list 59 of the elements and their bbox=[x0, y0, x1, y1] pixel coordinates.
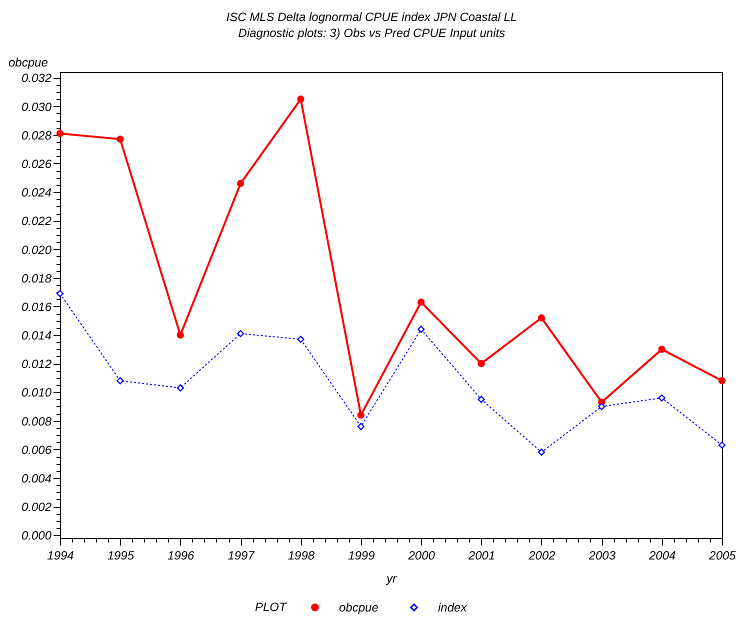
y-tick-label: 0.014 bbox=[21, 328, 52, 343]
y-tick-label: 0.028 bbox=[21, 128, 52, 142]
point bbox=[658, 346, 666, 353]
x-tick-label: 1996 bbox=[168, 548, 195, 562]
y-tick-label: 0.004 bbox=[21, 471, 52, 486]
point bbox=[297, 336, 304, 343]
x-tick-label: 1998 bbox=[288, 548, 315, 562]
y-tick-label: 0.024 bbox=[21, 186, 52, 200]
y-tick-label: 0.012 bbox=[21, 357, 52, 372]
legend-title: PLOT bbox=[255, 600, 288, 614]
y-tick-label: 0.000 bbox=[21, 528, 52, 543]
point bbox=[176, 384, 184, 392]
point bbox=[176, 331, 184, 339]
y-tick-label: 0.022 bbox=[21, 214, 52, 228]
y-tick-label: 0.016 bbox=[21, 300, 52, 314]
point bbox=[116, 136, 124, 143]
y-tick-label: 0.002 bbox=[21, 500, 52, 514]
point bbox=[598, 402, 606, 410]
point bbox=[357, 422, 365, 430]
x-tick-label: 2001 bbox=[467, 548, 496, 562]
x-tick-label: 1995 bbox=[107, 548, 134, 562]
x-axis-title: yr bbox=[386, 572, 398, 586]
y-tick-label: 0.020 bbox=[21, 242, 52, 257]
legend-label: obcpue bbox=[339, 600, 379, 614]
y-tick-label: 0.018 bbox=[21, 271, 52, 286]
x-tick-label: 2005 bbox=[708, 548, 736, 562]
point bbox=[297, 96, 304, 103]
x-tick-label: 1997 bbox=[228, 548, 256, 562]
x-tick-label: 1999 bbox=[348, 548, 376, 562]
y-tick-label: 0.008 bbox=[21, 414, 52, 428]
point bbox=[236, 180, 244, 188]
x-tick-label: 1994 bbox=[47, 548, 74, 562]
point bbox=[56, 130, 64, 138]
x-tick-label: 2003 bbox=[588, 548, 616, 562]
y-tick-label: 0.006 bbox=[21, 442, 52, 457]
point bbox=[718, 441, 726, 449]
y-tick-label: 0.030 bbox=[21, 100, 52, 114]
point bbox=[658, 394, 666, 402]
point bbox=[538, 314, 546, 322]
point bbox=[417, 326, 425, 333]
point bbox=[478, 360, 485, 368]
y-tick-label: 0.032 bbox=[21, 71, 52, 86]
y-tick-label: 0.010 bbox=[21, 386, 52, 400]
y-axis-title: obcpue bbox=[8, 56, 48, 70]
point bbox=[357, 411, 365, 419]
point bbox=[417, 298, 425, 306]
chart-title: ISC MLS Delta lognormal CPUE index JPN Coastal LL bbox=[226, 10, 518, 24]
point bbox=[116, 377, 124, 384]
x-tick-label: 2004 bbox=[648, 548, 676, 562]
point bbox=[236, 330, 244, 338]
point bbox=[718, 377, 726, 384]
x-tick-label: 2000 bbox=[407, 548, 436, 562]
chart-subtitle: Diagnostic plots: 3) Obs vs Pred CPUE Input units bbox=[238, 26, 506, 40]
point bbox=[538, 448, 546, 456]
point bbox=[56, 290, 64, 298]
point bbox=[478, 396, 485, 403]
y-tick-label: 0.026 bbox=[21, 156, 52, 171]
x-tick-label: 2002 bbox=[528, 548, 556, 562]
legend-label: index bbox=[438, 600, 468, 614]
